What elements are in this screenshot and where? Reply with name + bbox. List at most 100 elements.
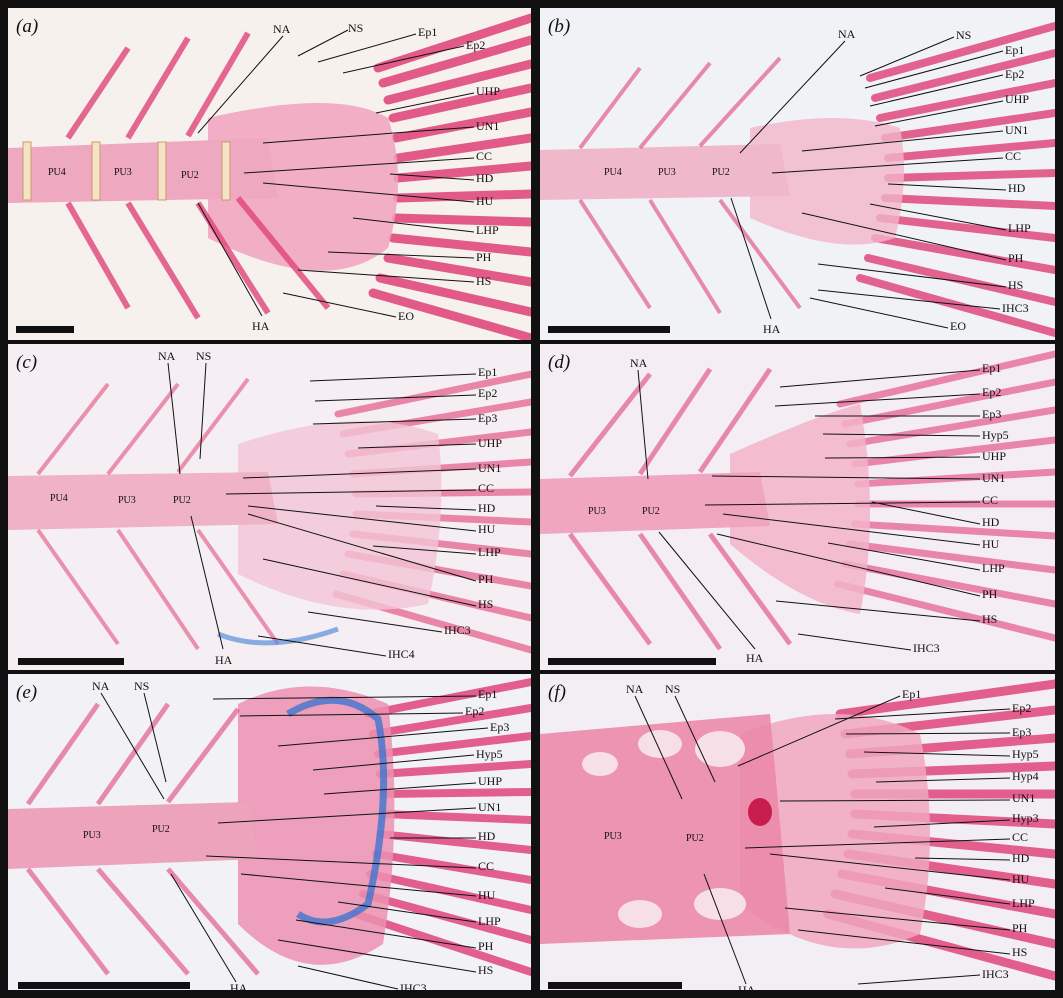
panel-a-figure: (a) PU4 PU3 PU2 NA NS Ep1 Ep2 UHP UN1 CC… <box>8 8 531 340</box>
panel-e: (e) PU3 PU2 NA NS Ep1 Ep2 Ep3 Hyp5 UHP U… <box>8 674 531 990</box>
label-ep3: Ep3 <box>478 411 497 425</box>
label-ns: NS <box>196 349 211 363</box>
panel-label: (e) <box>16 682 37 703</box>
label-ns: NS <box>134 679 149 693</box>
panel-e-figure: (e) PU3 PU2 NA NS Ep1 Ep2 Ep3 Hyp5 UHP U… <box>8 674 531 990</box>
label-un1: UN1 <box>478 461 501 475</box>
vertebra-label: PU2 <box>152 824 170 835</box>
label-hs: HS <box>1008 278 1023 292</box>
scale-bar <box>18 658 124 665</box>
label-ep1: Ep1 <box>902 687 921 701</box>
vertebra-label: PU3 <box>118 495 136 506</box>
label-ihc3: IHC3 <box>982 967 1009 981</box>
label-cc: CC <box>476 149 492 163</box>
vertebra-label: PU3 <box>604 831 622 842</box>
label-ihc3: IHC3 <box>400 981 427 990</box>
label-ep1: Ep1 <box>418 25 437 39</box>
panel-f-figure: (f) PU3 PU2 NA NS Ep1 Ep2 Ep3 Hyp5 Hyp4 … <box>540 674 1055 990</box>
label-ha: HA <box>230 981 248 990</box>
specimen <box>540 679 1055 981</box>
label-ns: NS <box>956 28 971 42</box>
label-lhp: LHP <box>478 914 501 928</box>
label-ep1: Ep1 <box>478 687 497 701</box>
vertebra-label: PU3 <box>588 506 606 517</box>
panel-label: (a) <box>16 16 38 37</box>
label-hs: HS <box>478 597 493 611</box>
specimen <box>540 22 1055 337</box>
vertebra-label: PU3 <box>658 167 676 178</box>
label-uhp: UHP <box>476 84 500 98</box>
label-cc: CC <box>1012 830 1028 844</box>
vertebra-label: PU4 <box>48 167 66 178</box>
vertebra-label: PU2 <box>712 167 730 178</box>
label-ep2: Ep2 <box>982 385 1001 399</box>
label-hd: HD <box>476 171 494 185</box>
label-ph: PH <box>1008 251 1024 265</box>
label-ep3: Ep3 <box>1012 725 1031 739</box>
label-na: NA <box>630 356 648 370</box>
label-uhp: UHP <box>478 774 502 788</box>
label-hyp3: Hyp3 <box>1012 811 1039 825</box>
panel-d-figure: (d) PU3 PU2 NA Ep1 Ep2 Ep3 Hyp5 UHP UN1 … <box>540 344 1055 670</box>
label-hu: HU <box>982 537 1000 551</box>
panel-c: (c) PU4 PU3 PU2 NA NS Ep1 Ep2 Ep3 UHP UN… <box>8 344 531 670</box>
specimen <box>8 13 531 340</box>
label-ph: PH <box>476 250 492 264</box>
label-lhp: LHP <box>982 561 1005 575</box>
label-ph: PH <box>982 587 998 601</box>
vertebra-label: PU3 <box>83 830 101 841</box>
label-hs: HS <box>476 274 491 288</box>
annotation-labels: NA Ep1 Ep2 Ep3 Hyp5 UHP UN1 CC HD HU LHP… <box>630 356 1009 665</box>
label-uhp: UHP <box>1005 92 1029 106</box>
label-eo: EO <box>950 319 966 333</box>
label-lhp: LHP <box>476 223 499 237</box>
label-na: NA <box>626 682 644 696</box>
specimen <box>540 350 1055 651</box>
label-hyp5: Hyp5 <box>476 747 503 761</box>
label-eo: EO <box>398 309 414 323</box>
annotation-labels: NA NS Ep1 Ep2 Ep3 UHP UN1 CC HD HU LHP P… <box>158 349 502 667</box>
scale-bar <box>548 982 682 989</box>
panel-label: (b) <box>548 16 570 37</box>
label-ep1: Ep1 <box>478 365 497 379</box>
vertebra-label: PU3 <box>114 167 132 178</box>
label-ep2: Ep2 <box>466 38 485 52</box>
label-uhp: UHP <box>478 436 502 450</box>
vertebra-label: PU4 <box>604 167 622 178</box>
specimen <box>8 370 531 654</box>
label-un1: UN1 <box>478 800 501 814</box>
label-na: NA <box>273 22 291 36</box>
label-ha: HA <box>215 653 233 667</box>
label-ep2: Ep2 <box>1012 701 1031 715</box>
label-un1: UN1 <box>1005 123 1028 137</box>
annotation-labels: NA NS Ep1 Ep2 UHP UN1 CC HD HU LHP PH HS… <box>197 21 500 333</box>
label-hu: HU <box>478 522 496 536</box>
label-lhp: LHP <box>478 545 501 559</box>
annotation-labels: NA NS Ep1 Ep2 Ep3 Hyp5 UHP UN1 HD CC HU … <box>92 679 509 990</box>
label-hd: HD <box>478 829 496 843</box>
label-hd: HD <box>478 501 496 515</box>
label-cc: CC <box>1005 149 1021 163</box>
label-cc: CC <box>478 481 494 495</box>
label-ph: PH <box>478 939 494 953</box>
label-ep1: Ep1 <box>1005 43 1024 57</box>
label-cc: CC <box>478 859 494 873</box>
label-ihc3: IHC3 <box>913 641 940 655</box>
label-ep3: Ep3 <box>490 720 509 734</box>
label-ha: HA <box>738 983 756 990</box>
label-uhp: UHP <box>982 449 1006 463</box>
label-ihc3: IHC3 <box>444 623 471 637</box>
label-ep2: Ep2 <box>465 704 484 718</box>
label-ep2: Ep2 <box>478 386 497 400</box>
label-ns: NS <box>348 21 363 35</box>
panel-a: (a) PU4 PU3 PU2 NA NS Ep1 Ep2 UHP UN1 CC… <box>8 8 531 340</box>
label-na: NA <box>838 27 856 41</box>
label-un1: UN1 <box>1012 791 1035 805</box>
vertebra-label: PU2 <box>642 506 660 517</box>
panel-label: (d) <box>548 352 570 373</box>
label-un1: UN1 <box>982 471 1005 485</box>
label-ihc3: IHC3 <box>1002 301 1029 315</box>
label-ns: NS <box>665 682 680 696</box>
vertebra-label: PU2 <box>181 170 199 181</box>
label-ep2: Ep2 <box>1005 67 1024 81</box>
